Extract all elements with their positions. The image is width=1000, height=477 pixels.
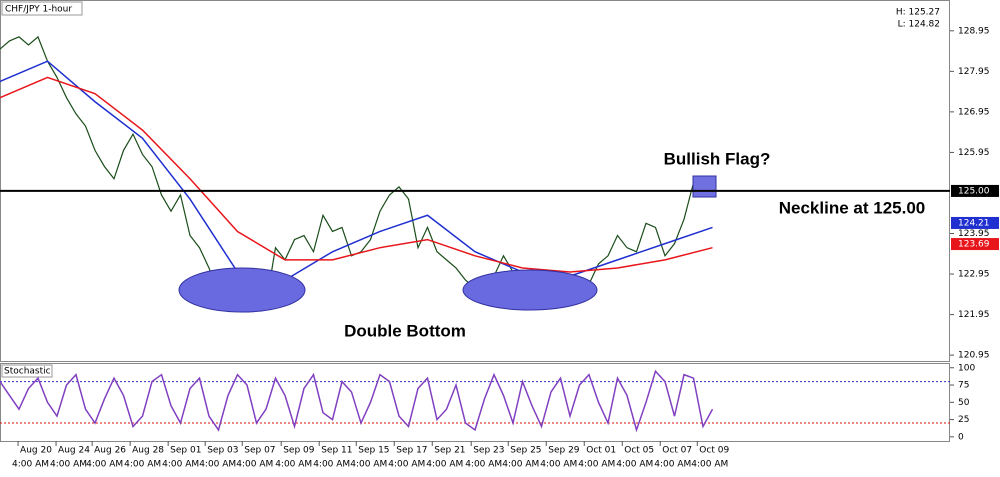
x-tick-label: Sep 09: [283, 446, 315, 456]
price-frame: [0, 0, 950, 362]
x-tick-label: Aug 20: [20, 446, 52, 456]
x-tick-time: 4:00 AM: [691, 460, 728, 470]
x-tick-label: Sep 29: [548, 446, 580, 456]
flag-box: [692, 175, 717, 198]
price-tag: [951, 238, 999, 251]
x-tick-label: Aug 28: [132, 446, 164, 456]
y-tick-label: 100: [958, 363, 975, 373]
price-tag-label: 125.00: [958, 186, 990, 196]
x-tick-label: Aug 24: [58, 446, 90, 456]
x-tick-label: Oct 01: [586, 446, 616, 456]
double-bottom-left: [178, 267, 306, 313]
x-tick-label: Sep 07: [244, 446, 275, 456]
double-bottom-right: [462, 269, 598, 311]
y-tick-label: 75: [958, 381, 969, 391]
x-tick-time: 4:00 AM: [162, 460, 199, 470]
x-tick-time: 4:00 AM: [50, 460, 87, 470]
x-tick-time: 4:00 AM: [616, 460, 653, 470]
y-tick-label: 120.95: [958, 351, 990, 361]
x-tick-label: Oct 09: [699, 446, 729, 456]
y-tick-label: 125.95: [958, 148, 990, 158]
x-tick-time: 4:00 AM: [426, 460, 463, 470]
x-tick-label: Sep 03: [207, 446, 238, 456]
x-tick-time: 4:00 AM: [654, 460, 691, 470]
high-label: H: 125.27: [896, 8, 940, 18]
x-tick-time: 4:00 AM: [199, 460, 236, 470]
x-tick-label: Sep 11: [321, 446, 352, 456]
series-line: [0, 369, 714, 433]
y-tick-label: 123.95: [958, 229, 990, 239]
series-line: [0, 60, 713, 281]
x-tick-time: 4:00 AM: [313, 460, 350, 470]
stoch-frame: [0, 363, 950, 442]
price-tag-label: 124.21: [958, 218, 990, 228]
y-tick-label: 25: [958, 415, 969, 425]
y-tick-label: 121.95: [958, 310, 990, 320]
x-tick-label: Sep 21: [434, 446, 465, 456]
y-tick-label: 126.95: [958, 107, 990, 117]
x-tick-time: 4:00 AM: [236, 460, 273, 470]
x-tick-label: Sep 23: [473, 446, 504, 456]
x-tick-label: Oct 07: [662, 446, 692, 456]
y-tick-label: 128.95: [958, 26, 990, 36]
x-tick-label: Aug 26: [94, 446, 126, 456]
y-tick-label: 0: [958, 432, 964, 442]
y-tick-label: 50: [958, 398, 970, 408]
annotation: Neckline at 125.00: [779, 198, 925, 217]
x-tick-label: Oct 05: [624, 446, 654, 456]
x-tick-time: 4:00 AM: [540, 460, 577, 470]
y-tick-label: 127.95: [958, 67, 990, 77]
title-box: [1, 1, 83, 16]
x-tick-time: 4:00 AM: [350, 460, 387, 470]
annotation: Double Bottom: [344, 321, 466, 340]
price-tag-label: 123.69: [958, 240, 990, 250]
series-line: [0, 76, 713, 273]
x-tick-time: 4:00 AM: [465, 460, 502, 470]
x-tick-label: Sep 17: [396, 446, 427, 456]
x-tick-time: 4:00 AM: [86, 460, 123, 470]
x-tick-time: 4:00 AM: [578, 460, 615, 470]
annotation: Bullish Flag?: [664, 149, 771, 168]
chart-title: CHF/JPY 1-hour: [5, 5, 72, 15]
x-tick-time: 4:00 AM: [275, 460, 312, 470]
low-label: L: 124.82: [898, 20, 940, 30]
x-tick-label: Sep 01: [170, 446, 201, 456]
y-tick-label: 122.95: [958, 270, 990, 280]
stoch-title-box: [1, 364, 53, 378]
x-tick-label: Sep 15: [358, 446, 389, 456]
x-tick-time: 4:00 AM: [388, 460, 425, 470]
stoch-title: Stochastic: [4, 367, 51, 377]
x-tick-time: 4:00 AM: [124, 460, 161, 470]
x-tick-time: 4:00 AM: [502, 460, 539, 470]
price-tag: [951, 184, 999, 197]
x-tick-label: Sep 25: [510, 446, 541, 456]
x-tick-time: 4:00 AM: [12, 460, 49, 470]
price-tag: [951, 216, 999, 229]
